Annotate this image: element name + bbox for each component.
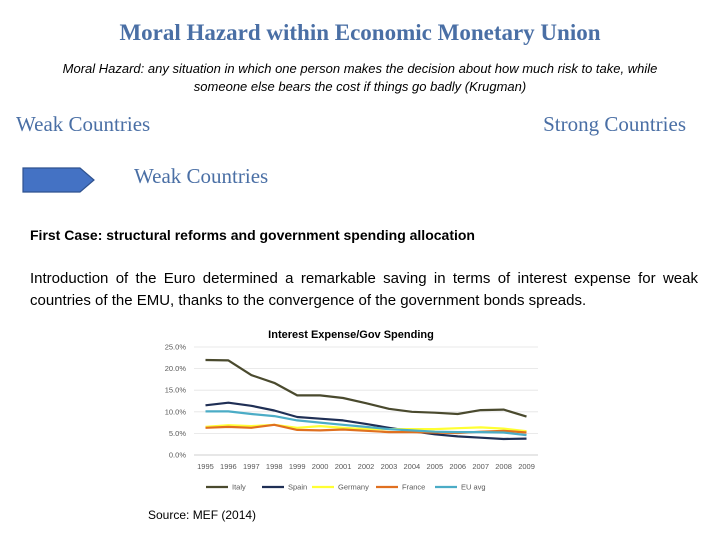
x-tick-label: 2002 bbox=[358, 462, 375, 471]
series-line-eu-avg bbox=[205, 410, 527, 437]
x-tick-label: 1996 bbox=[220, 462, 237, 471]
x-tick-label: 2009 bbox=[518, 462, 535, 471]
series-line-spain bbox=[205, 401, 527, 441]
x-tick-label: 2006 bbox=[449, 462, 466, 471]
series-line-germany bbox=[205, 423, 527, 433]
legend-label: Italy bbox=[232, 483, 246, 492]
euro-introduction-paragraph: Introduction of the Euro determined a re… bbox=[30, 270, 698, 309]
legend-label: Germany bbox=[338, 483, 369, 492]
y-tick-label: 15.0% bbox=[165, 386, 187, 395]
x-tick-label: 2000 bbox=[312, 462, 329, 471]
x-tick-label: 1997 bbox=[243, 462, 260, 471]
strong-countries-heading: Strong Countries bbox=[543, 112, 686, 136]
x-tick-label: 2003 bbox=[381, 462, 398, 471]
x-tick-label: 2005 bbox=[426, 462, 443, 471]
y-tick-label: 20.0% bbox=[165, 364, 187, 373]
x-tick-label: 1998 bbox=[266, 462, 283, 471]
y-tick-label: 0.0% bbox=[169, 451, 186, 460]
first-case-heading: First Case: structural reforms and gover… bbox=[30, 227, 475, 243]
right-arrow-icon bbox=[22, 167, 95, 193]
x-tick-label: 2008 bbox=[495, 462, 512, 471]
legend-label: France bbox=[402, 483, 425, 492]
x-tick-label: 2001 bbox=[335, 462, 352, 471]
x-tick-label: 2007 bbox=[472, 462, 489, 471]
slide-title: Moral Hazard within Economic Monetary Un… bbox=[119, 20, 601, 45]
y-tick-label: 10.0% bbox=[165, 407, 187, 416]
weak-countries-heading: Weak Countries bbox=[16, 112, 151, 136]
chart-title: Interest Expense/Gov Spending bbox=[268, 329, 434, 341]
legend-label: EU avg bbox=[461, 483, 486, 492]
y-tick-label: 5.0% bbox=[169, 429, 186, 438]
y-tick-label: 25.0% bbox=[165, 343, 187, 352]
x-tick-label: 1995 bbox=[197, 462, 214, 471]
series-line-italy bbox=[205, 358, 527, 418]
x-tick-label: 2004 bbox=[404, 462, 421, 471]
interest-expense-line-chart: Interest Expense/Gov Spending 0.0% 5.0% 10… bbox=[165, 329, 538, 492]
source-note: Source: MEF (2014) bbox=[148, 508, 257, 522]
moral-hazard-definition: Moral Hazard: any situation in which one… bbox=[62, 61, 658, 94]
legend-label: Spain bbox=[288, 483, 307, 492]
x-tick-label: 1999 bbox=[289, 462, 306, 471]
weak-countries-arrow-label: Weak Countries bbox=[134, 164, 269, 188]
